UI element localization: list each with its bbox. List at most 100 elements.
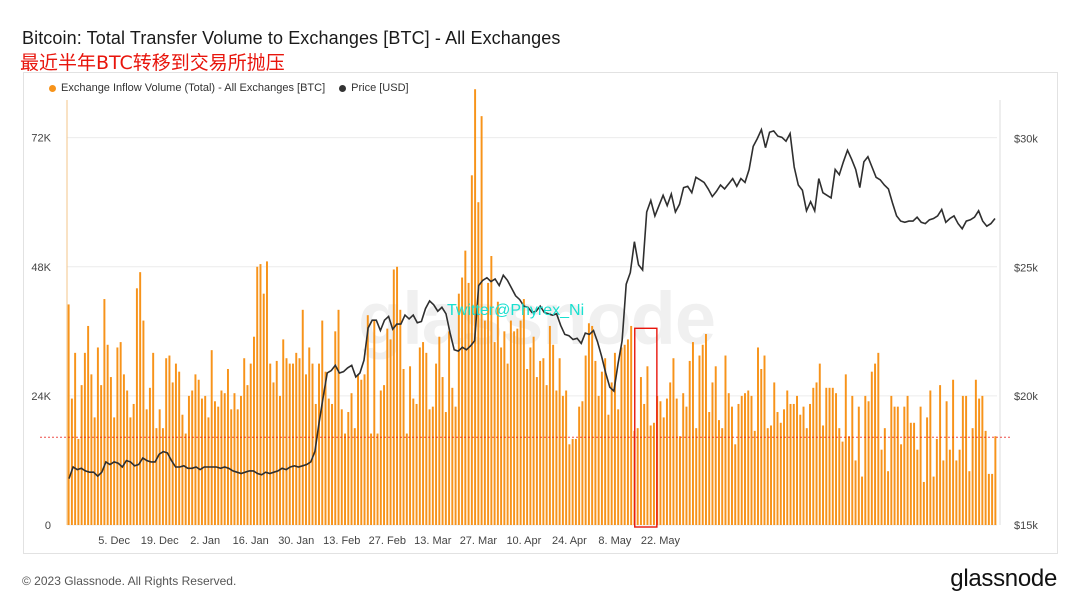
bar (93, 417, 96, 525)
legend-item-inflow[interactable]: Exchange Inflow Volume (Total) - All Exc… (49, 82, 325, 94)
bar (409, 366, 412, 525)
bar (974, 379, 977, 525)
bar (106, 344, 109, 525)
bar (100, 385, 103, 525)
bar (809, 403, 811, 525)
bar (282, 339, 285, 525)
bar (142, 320, 145, 525)
bar (711, 382, 714, 525)
bar (483, 320, 486, 525)
highlight-box (634, 327, 658, 528)
bar (574, 438, 577, 525)
bar (376, 433, 379, 525)
bar (718, 420, 720, 525)
bar (887, 471, 890, 525)
bar (383, 385, 386, 525)
chart-frame (23, 72, 1058, 554)
bar (379, 390, 382, 525)
bar (786, 390, 789, 525)
bar (835, 393, 838, 525)
bar (646, 366, 649, 525)
bar (266, 261, 268, 525)
x-tick-label: 16. Jan (233, 535, 269, 547)
bar (877, 352, 880, 525)
bar (135, 288, 138, 525)
legend-item-price[interactable]: Price [USD] (339, 82, 409, 94)
bar (256, 266, 259, 525)
chart-title: Bitcoin: Total Transfer Volume to Exchan… (22, 28, 561, 48)
bar (259, 264, 262, 525)
bar (529, 347, 532, 525)
bar (617, 409, 620, 525)
bar (545, 385, 548, 525)
x-tick-label: 2. Jan (190, 535, 220, 547)
bar (444, 412, 447, 525)
bar (669, 382, 672, 525)
bar (581, 401, 584, 525)
bar (308, 347, 311, 525)
bar (939, 385, 942, 525)
bar (789, 403, 792, 525)
bar (561, 395, 564, 525)
bar (438, 336, 441, 525)
bar (158, 409, 161, 525)
bar (74, 352, 77, 525)
bar (340, 409, 343, 525)
bar (334, 331, 337, 525)
bar (753, 430, 756, 525)
bar (392, 269, 395, 525)
twitter-note: Twitter@Phyrex_Ni (447, 302, 585, 319)
bar (906, 395, 909, 525)
bar (704, 334, 707, 525)
bar (610, 382, 613, 525)
bar (968, 471, 971, 525)
bar (721, 428, 724, 525)
bar (639, 377, 642, 525)
bar (344, 433, 346, 525)
bar (431, 406, 434, 525)
bar (779, 422, 782, 525)
bar (818, 363, 821, 525)
bar (558, 358, 561, 525)
bar (958, 449, 961, 525)
bar (493, 342, 496, 525)
bar (792, 403, 795, 525)
bar (353, 428, 356, 525)
bar (597, 395, 600, 525)
bar (744, 393, 746, 525)
bar (526, 368, 529, 525)
bar (457, 293, 460, 525)
bar (513, 331, 516, 525)
bar (682, 393, 685, 525)
bar (578, 406, 581, 525)
bar (454, 406, 457, 525)
bar (659, 401, 662, 525)
bar (909, 422, 912, 525)
bar (178, 371, 181, 525)
bar (961, 395, 964, 525)
bar (253, 336, 255, 525)
bar (900, 444, 903, 525)
bar (747, 390, 750, 525)
bar (422, 342, 425, 525)
bar (87, 325, 90, 525)
bar (80, 385, 83, 525)
bar (649, 425, 652, 525)
bar (67, 304, 70, 525)
bar (763, 355, 766, 525)
bar (903, 406, 906, 525)
bar (200, 398, 203, 525)
bar (337, 309, 340, 525)
bar (594, 360, 597, 525)
bar (565, 390, 568, 525)
bar (922, 481, 925, 525)
bar (428, 409, 431, 525)
bar (731, 406, 733, 525)
bar (929, 390, 932, 525)
bar (226, 368, 229, 525)
bar (552, 344, 555, 525)
bar (246, 385, 249, 525)
bar (126, 390, 129, 525)
bar (223, 393, 226, 525)
bar (665, 398, 668, 525)
